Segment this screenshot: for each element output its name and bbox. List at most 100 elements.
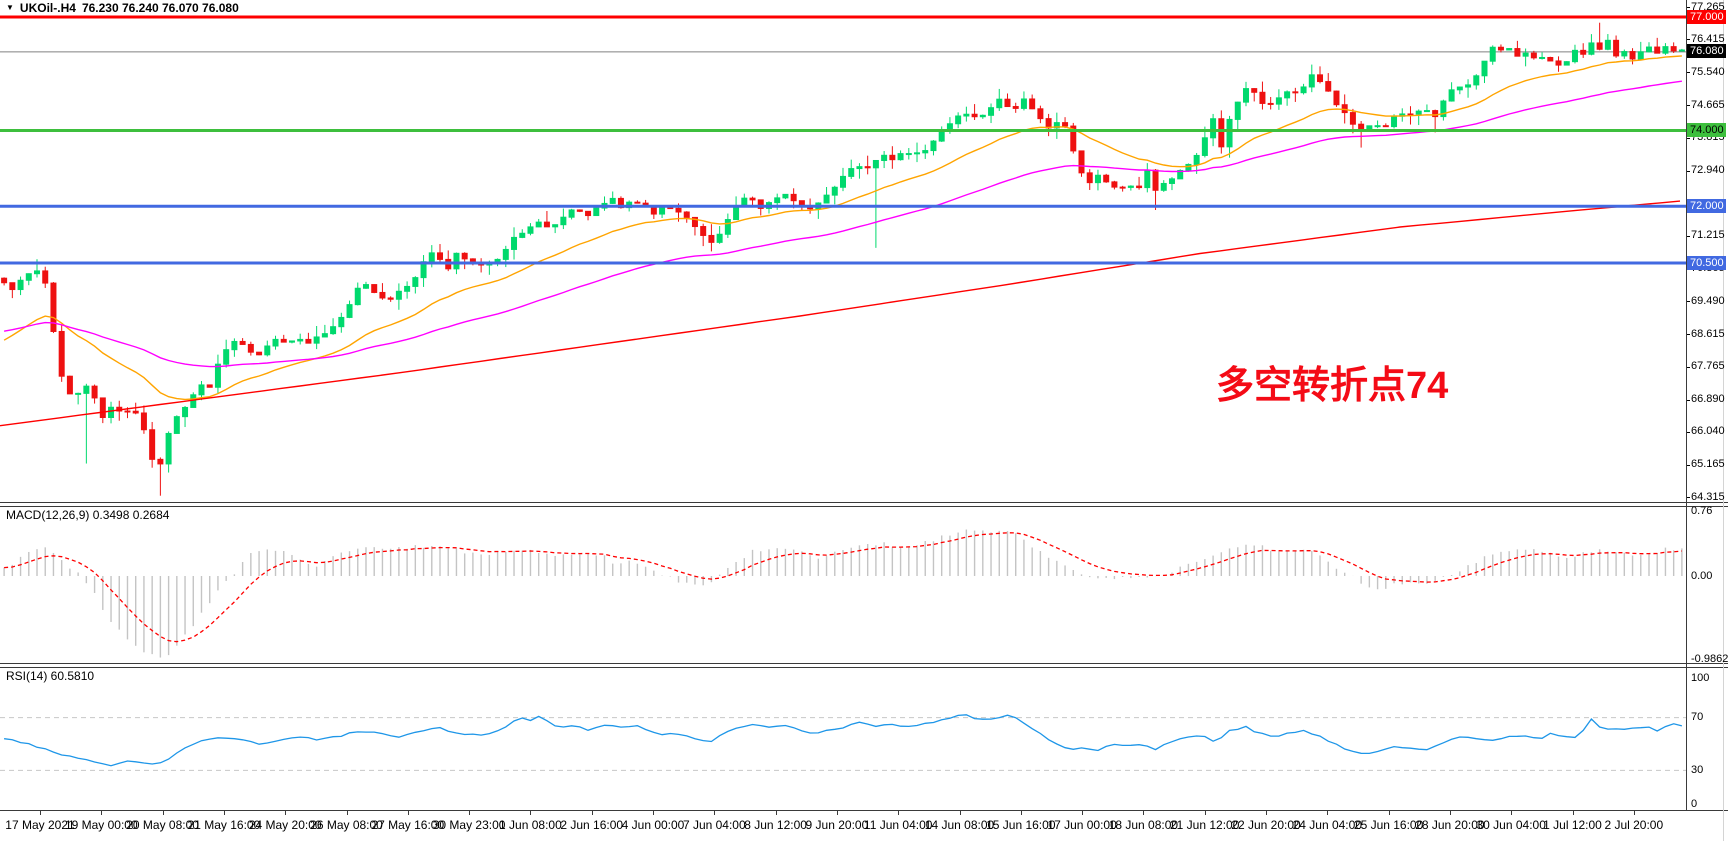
rsi-canvas[interactable]: [0, 667, 1686, 810]
time-axis-label: 8 Jun 12:00: [744, 818, 807, 832]
candle: [1062, 122, 1069, 127]
candle: [568, 209, 575, 218]
candle: [593, 207, 600, 217]
candle: [519, 232, 526, 238]
candle: [140, 412, 147, 431]
candle: [99, 397, 106, 419]
panel-separator[interactable]: [0, 502, 1728, 507]
candle: [1127, 185, 1134, 188]
candle: [831, 186, 838, 196]
time-tick: [223, 811, 225, 815]
candle: [165, 432, 172, 465]
candle: [930, 140, 937, 152]
time-axis-label: 15 Jun 16:00: [986, 818, 1056, 832]
candle: [42, 270, 49, 284]
window-edge: [1723, 0, 1724, 841]
price-level-badge[interactable]: 74.000: [1687, 123, 1726, 137]
time-tick: [714, 811, 716, 815]
candle: [585, 210, 592, 217]
candle: [1547, 56, 1554, 62]
price-tick-label: 64.315: [1691, 490, 1725, 503]
candle: [1514, 48, 1521, 57]
price-tick: [1687, 72, 1690, 74]
candle: [1086, 172, 1093, 184]
price-level-badge[interactable]: 70.500: [1687, 255, 1726, 270]
time-axis[interactable]: 17 May 2021 19 May 00:00 20 May 08:00 21 Ma…: [0, 811, 1728, 841]
time-tick: [836, 811, 838, 815]
candle: [955, 115, 962, 125]
candle: [1029, 98, 1036, 110]
candle: [1349, 112, 1356, 125]
candle: [502, 248, 509, 260]
price-tick: [1687, 137, 1690, 139]
candle: [552, 224, 559, 228]
price-tick-label: 69.490: [1691, 294, 1725, 307]
price-tick-label: 66.890: [1691, 393, 1725, 406]
price-tick: [1687, 464, 1690, 466]
candle: [1432, 110, 1439, 118]
price-tick-label: 74.665: [1691, 98, 1725, 111]
candle: [1423, 110, 1430, 113]
price-tick: [1687, 105, 1690, 107]
candle: [1, 277, 8, 284]
candle: [1053, 122, 1060, 129]
candle: [922, 150, 929, 154]
macd-signal-line: [4, 532, 1682, 643]
time-tick: [1204, 811, 1206, 815]
candle: [338, 316, 345, 328]
candle: [1037, 108, 1044, 120]
time-axis-label: 21 Jun 12:00: [1169, 818, 1240, 832]
candle: [1234, 101, 1241, 120]
candle: [1391, 115, 1398, 128]
candle: [412, 277, 419, 287]
candle: [83, 385, 90, 394]
time-axis-label: 20 May 08:00: [126, 818, 199, 832]
time-axis-label: 1 Jun 08:00: [499, 818, 562, 832]
time-axis-label: 24 Jun 04:00: [1292, 818, 1362, 832]
candle: [1539, 56, 1546, 59]
price-level-badge[interactable]: 76.080: [1687, 44, 1726, 59]
candle: [1317, 74, 1324, 83]
candle: [91, 385, 98, 399]
candle: [1103, 174, 1110, 183]
candle: [1185, 163, 1192, 171]
time-tick: [959, 811, 961, 815]
candle: [527, 226, 534, 234]
main-chart-canvas[interactable]: [0, 0, 1686, 503]
price-tick: [1687, 399, 1690, 401]
candle: [1678, 49, 1685, 52]
price-level-badge[interactable]: 77.000: [1687, 9, 1726, 24]
macd-canvas[interactable]: [0, 506, 1686, 664]
panel-separator[interactable]: [0, 663, 1728, 668]
macd-axis-label: 0.00: [1691, 569, 1713, 582]
candle: [938, 130, 945, 142]
candle: [305, 338, 312, 344]
candle: [198, 384, 205, 396]
candle: [247, 343, 254, 353]
candle: [437, 252, 444, 260]
time-axis-label: 17 Jun 00:00: [1047, 818, 1117, 832]
price-axis[interactable]: 77.265 76.415 75.540 74.665 73.815 72.940 71.2…: [1687, 0, 1728, 810]
candle: [9, 282, 16, 291]
candle: [17, 279, 24, 291]
candle: [823, 194, 830, 204]
candle: [1497, 46, 1504, 51]
time-axis-label: 30 May 23:00: [432, 818, 506, 832]
candle: [1621, 51, 1628, 57]
candle: [190, 394, 197, 408]
candle: [453, 252, 460, 270]
time-tick: [1633, 811, 1635, 815]
time-tick: [1082, 811, 1084, 815]
time-axis-label: 9 Jun 20:00: [805, 818, 869, 832]
candle: [313, 336, 320, 344]
candle: [1070, 125, 1077, 152]
candle: [683, 211, 690, 218]
candle: [428, 252, 435, 263]
price-tick-label: 65.165: [1691, 458, 1725, 471]
candle: [108, 406, 115, 419]
candle: [256, 351, 263, 356]
candle: [1160, 182, 1167, 191]
price-level-badge[interactable]: 72.000: [1687, 198, 1726, 213]
collapse-chart-icon[interactable]: ▼: [6, 3, 14, 12]
